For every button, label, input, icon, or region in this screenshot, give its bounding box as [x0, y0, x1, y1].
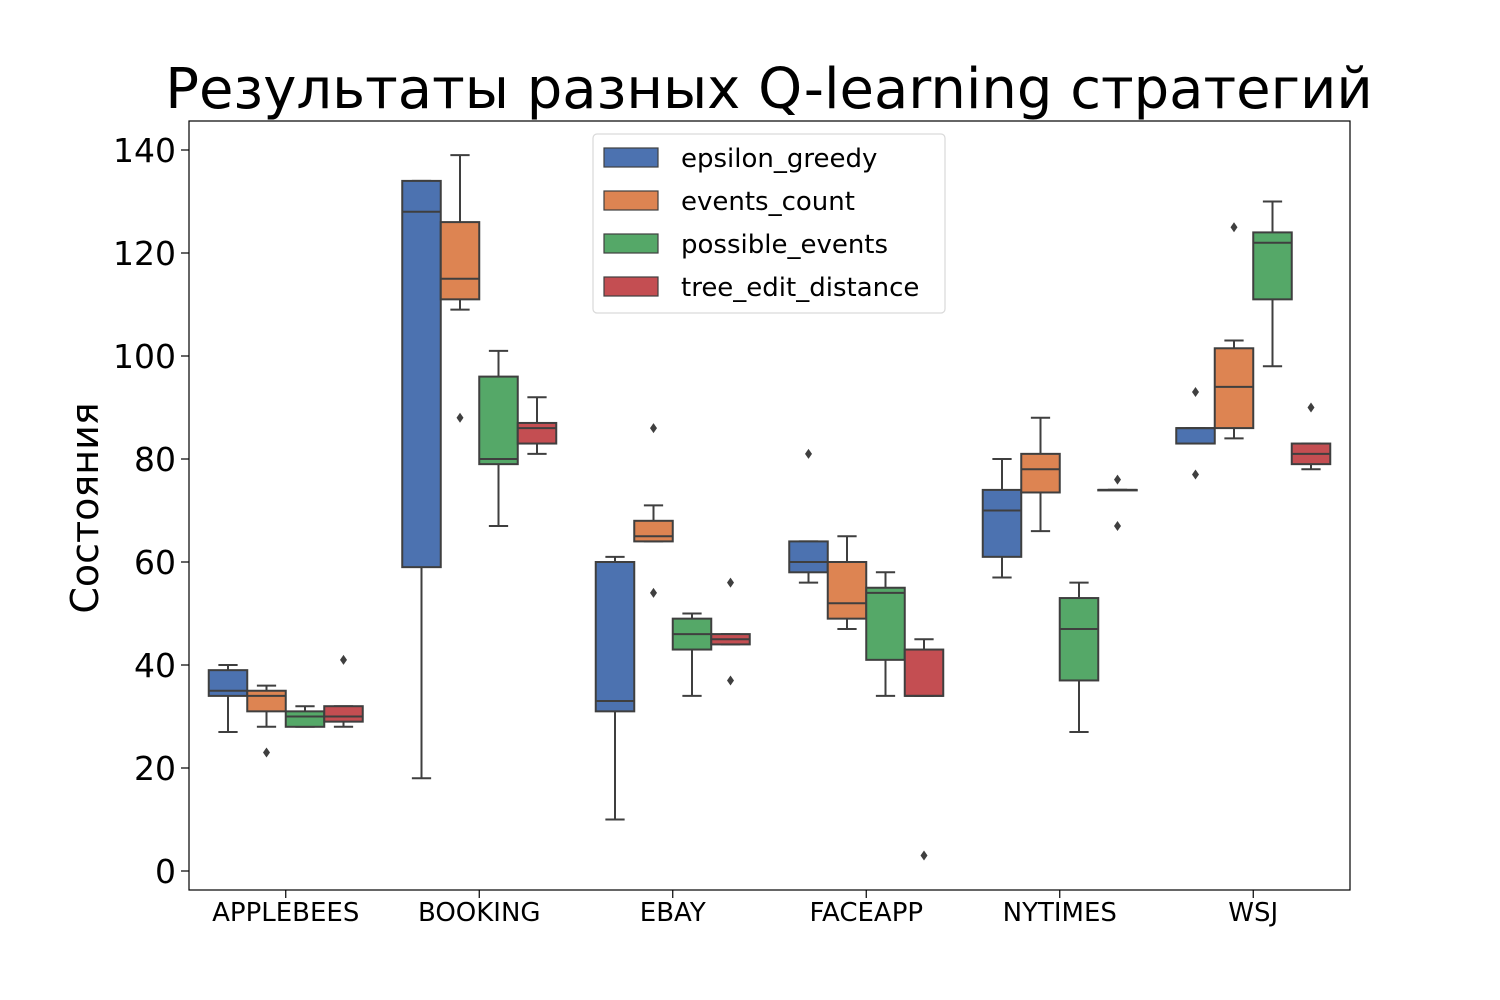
box-possible_events-booking [478, 349, 519, 527]
box-iqr [246, 689, 287, 713]
box-events_count-ebay [633, 423, 674, 598]
outlier-point [1192, 469, 1199, 480]
legend: epsilon_greedy events_count possible_event… [592, 133, 946, 314]
outlier-point [727, 577, 734, 588]
box-tree_edit_distance-applebees [323, 654, 364, 728]
box-iqr [981, 488, 1023, 558]
box-iqr [1175, 427, 1216, 445]
box-possible_events-ebay [671, 612, 713, 697]
box-iqr [284, 710, 326, 728]
outlier-point [1192, 387, 1199, 398]
x-tick-label: BOOKING [418, 898, 541, 928]
box-iqr [1058, 597, 1100, 682]
x-tick-label: FACEAPP [809, 898, 923, 928]
outlier-point [1230, 222, 1238, 233]
box-tree_edit_distance-ebay [710, 577, 751, 686]
y-axis-label: Состояния [63, 402, 107, 613]
box-iqr [516, 421, 558, 445]
box-events_count-faceapp [826, 535, 868, 630]
box-possible_events-nytimes [1058, 581, 1100, 733]
box-iqr [323, 705, 364, 723]
outlier-point [650, 423, 657, 434]
box-events_count-booking [439, 154, 481, 423]
y-tick-label: 20 [134, 749, 176, 788]
legend-label: epsilon_greedy [681, 144, 877, 174]
outlier-point [1114, 474, 1121, 485]
box-iqr [865, 586, 906, 661]
box-epsilon_greedy-wsj [1175, 387, 1216, 480]
outlier-point [1307, 402, 1315, 413]
box-iqr [788, 540, 829, 574]
box-iqr [207, 669, 249, 697]
y-tick-label: 60 [134, 543, 176, 582]
box-epsilon_greedy-applebees [207, 664, 249, 733]
box-epsilon_greedy-booking [401, 179, 442, 780]
box-iqr [1020, 452, 1061, 494]
outlier-point [1114, 520, 1121, 531]
box-iqr [478, 375, 519, 466]
box-iqr [826, 561, 868, 620]
x-tick-label: WSJ [1228, 898, 1278, 928]
legend-label: possible_events [681, 230, 888, 260]
box-tree_edit_distance-faceapp [903, 638, 945, 861]
legend-label: events_count [681, 187, 855, 217]
x-tick-label: APPLEBEES [212, 898, 359, 928]
box-epsilon_greedy-faceapp [788, 448, 829, 584]
chart-title: Результаты разных Q-learning стратегий [165, 57, 1373, 122]
outlier-point [805, 448, 812, 459]
box-tree_edit_distance-nytimes [1097, 474, 1138, 531]
box-epsilon_greedy-nytimes [981, 458, 1023, 579]
box-tree_edit_distance-wsj [1290, 402, 1332, 471]
outlier-point [727, 675, 734, 686]
outlier-point [456, 412, 464, 423]
box-events_count-wsj [1213, 222, 1255, 440]
plot-area: 0 20 40 60 80 100 120 140 APPLEBEES BOOKING EBAY FA… [113, 120, 1351, 928]
outlier-point [340, 654, 347, 665]
outlier-point [650, 587, 657, 598]
box-iqr [439, 221, 481, 301]
y-tick-label: 140 [113, 131, 176, 170]
legend-swatch-tree_edit_distance [603, 276, 659, 297]
box-tree_edit_distance-booking [516, 396, 558, 455]
box-events_count-applebees [246, 684, 287, 758]
x-tick-label: NYTIMES [1003, 898, 1117, 928]
box-iqr [594, 561, 636, 713]
box-iqr [633, 519, 674, 543]
box-epsilon_greedy-ebay [594, 555, 636, 821]
box-iqr [1213, 347, 1255, 430]
legend-swatch-events_count [603, 190, 659, 211]
box-iqr [401, 179, 442, 569]
y-tick-label: 120 [113, 234, 176, 273]
y-tick-label: 40 [134, 646, 176, 685]
box-possible_events-applebees [284, 705, 326, 728]
outlier-point [920, 850, 928, 861]
legend-swatch-possible_events [603, 233, 659, 254]
y-tick-label: 80 [134, 440, 176, 479]
box-possible_events-wsj [1252, 200, 1293, 368]
y-tick-label: 100 [113, 337, 176, 376]
axes-frame [188, 120, 1351, 891]
x-tick-label: EBAY [640, 898, 706, 928]
y-tick-label: 0 [155, 852, 176, 891]
box-iqr [903, 648, 945, 697]
legend-frame [592, 133, 946, 314]
box-events_count-nytimes [1020, 416, 1061, 533]
legend-swatch-epsilon_greedy [603, 147, 659, 168]
outlier-point [263, 747, 270, 758]
legend-label: tree_edit_distance [681, 273, 919, 303]
box-possible_events-faceapp [865, 571, 906, 697]
